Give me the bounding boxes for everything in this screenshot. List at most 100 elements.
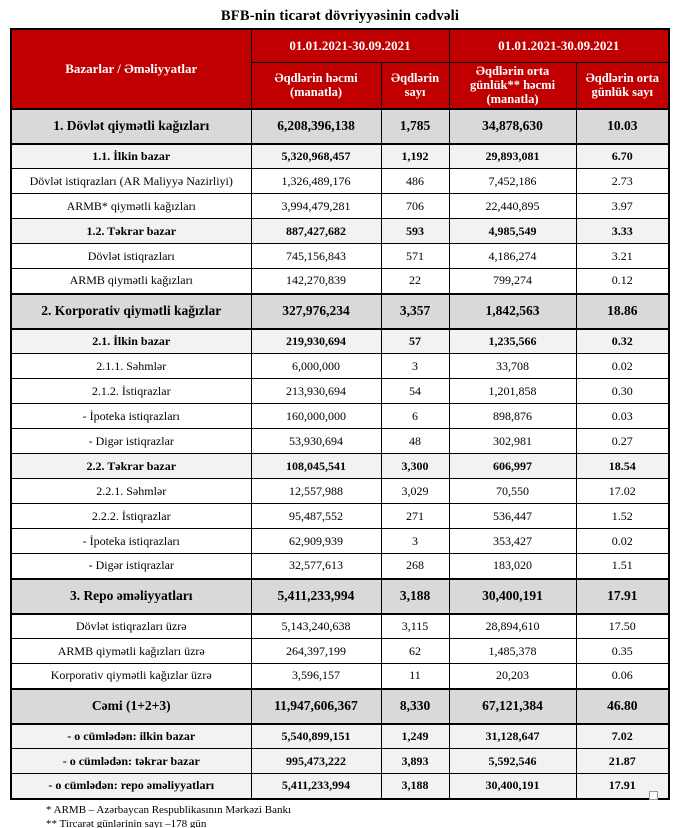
table-row: - o cümlədən: təkrar bazar 995,473,222 3,8…	[10, 748, 670, 775]
value-cell: 264,397,199	[250, 638, 382, 665]
value-cell: 745,156,843	[250, 243, 382, 270]
value-cell: 3.21	[575, 243, 670, 270]
table-row: - İpoteka istiqrazları 160,000,000 6 898,87…	[10, 403, 670, 430]
value-cell: 5,592,546	[448, 748, 577, 775]
value-cell: 30,400,191	[448, 577, 577, 615]
value-cell: 17.50	[575, 613, 670, 640]
table-row: - Digər istiqrazlar 32,577,613 268 183,020 1…	[10, 553, 670, 580]
value-cell: 3,893	[380, 748, 450, 775]
value-cell: 1,842,563	[448, 292, 577, 330]
value-cell: 1,485,378	[448, 638, 577, 665]
value-cell: 0.06	[575, 663, 670, 690]
value-cell: 593	[380, 218, 450, 245]
period-header-row: Bazarlar / Əməliyyatlar 01.01.2021-30.09…	[10, 28, 670, 110]
table-row: - İpoteka istiqrazları 62,909,939 3 353,427…	[10, 528, 670, 555]
value-cell: 0.02	[575, 528, 670, 555]
value-cell: 486	[380, 168, 450, 195]
value-cell: 327,976,234	[250, 292, 382, 330]
value-cell: 22	[380, 268, 450, 295]
value-cell: 3,994,479,281	[250, 193, 382, 220]
row-label-cell: - o cümlədən: repo əməliyyatları	[10, 773, 252, 800]
row-label-cell: 2. Korporativ qiymətli kağızlar	[10, 292, 252, 330]
value-cell: 5,320,968,457	[250, 143, 382, 170]
value-cell: 142,270,839	[250, 268, 382, 295]
row-label-cell: - o cümlədən: ilkin bazar	[10, 723, 252, 750]
value-cell: 0.35	[575, 638, 670, 665]
row-label-cell: Dövlət istiqrazları üzrə	[10, 613, 252, 640]
row-label-cell: ARMB* qiymətli kağızları	[10, 193, 252, 220]
value-cell: 0.30	[575, 378, 670, 405]
value-cell: 28,894,610	[448, 613, 577, 640]
table-row: Cəmi (1+2+3) 11,947,606,367 8,330 67,121,38…	[10, 687, 670, 725]
value-cell: 6,208,396,138	[250, 107, 382, 145]
value-cell: 0.32	[575, 328, 670, 355]
value-cell: 4,186,274	[448, 243, 577, 270]
value-cell: 67,121,384	[448, 687, 577, 725]
column-header-avg-count: Əqdlərin orta günlük sayı	[575, 61, 670, 110]
value-cell: 30,400,191	[448, 773, 577, 800]
value-cell: 32,577,613	[250, 553, 382, 580]
column-header-row: Əqdlərin həcmi (manatla) Əqdlərin sayı Ə…	[11, 61, 670, 110]
value-cell: 46.80	[575, 687, 670, 725]
value-cell: 70,550	[448, 478, 577, 505]
period-header-cell: 01.01.2021-30.09.2021	[250, 28, 450, 63]
value-cell: 31,128,647	[448, 723, 577, 750]
row-label-cell: ARMB qiymətli kağızları üzrə	[10, 638, 252, 665]
table-row: ARMB qiymətli kağızları üzrə 264,397,199 6…	[10, 638, 670, 665]
table-row: ARMB* qiymətli kağızları 3,994,479,281 706…	[10, 193, 670, 220]
value-cell: 3.97	[575, 193, 670, 220]
value-cell: 1.52	[575, 503, 670, 530]
value-cell: 33,708	[448, 353, 577, 380]
value-cell: 0.12	[575, 268, 670, 295]
row-label-cell: 2.1.1. Səhmlər	[10, 353, 252, 380]
value-cell: 1.51	[575, 553, 670, 580]
period-header-cell: 01.01.2021-30.09.2021	[448, 28, 670, 63]
table-row: 2. Korporativ qiymətli kağızlar 327,976,2…	[10, 292, 670, 330]
table-row: 2.1.2. İstiqrazlar 213,930,694 54 1,201,858…	[10, 378, 670, 405]
value-cell: 3	[380, 353, 450, 380]
row-label-cell: 1.2. Təkrar bazar	[10, 218, 252, 245]
row-label-cell: Dövlət istiqrazları (AR Maliyyə Nazirliy…	[10, 168, 252, 195]
value-cell: 183,020	[448, 553, 577, 580]
value-cell: 898,876	[448, 403, 577, 430]
value-cell: 62	[380, 638, 450, 665]
value-cell: 353,427	[448, 528, 577, 555]
row-label-cell: Korporativ qiymətli kağızlar üzrə	[10, 663, 252, 690]
value-cell: 536,447	[448, 503, 577, 530]
value-cell: 8,330	[380, 687, 450, 725]
table-row: Dövlət istiqrazları 745,156,843 571 4,186,2…	[10, 243, 670, 270]
table-row: Korporativ qiymətli kağızlar üzrə 3,596,1…	[10, 663, 670, 690]
value-cell: 20,203	[448, 663, 577, 690]
table-row: Dövlət istiqrazları (AR Maliyyə Nazirliy…	[10, 168, 670, 195]
row-label-cell: Cəmi (1+2+3)	[10, 687, 252, 725]
value-cell: 11	[380, 663, 450, 690]
row-label-cell: 2.1. İlkin bazar	[10, 328, 252, 355]
value-cell: 995,473,222	[250, 748, 382, 775]
value-cell: 271	[380, 503, 450, 530]
row-label-cell: - İpoteka istiqrazları	[10, 528, 252, 555]
value-cell: 22,440,895	[448, 193, 577, 220]
value-cell: 3,300	[380, 453, 450, 480]
value-cell: 54	[380, 378, 450, 405]
anchor-square-artifact	[649, 791, 658, 800]
footnote-armb: * ARMB – Azərbaycan Respublikasının Mərk…	[46, 803, 292, 816]
value-cell: 29,893,081	[448, 143, 577, 170]
value-cell: 11,947,606,367	[250, 687, 382, 725]
value-cell: 62,909,939	[250, 528, 382, 555]
value-cell: 302,981	[448, 428, 577, 455]
value-cell: 12,557,988	[250, 478, 382, 505]
value-cell: 5,540,899,151	[250, 723, 382, 750]
row-label-cell: 2.2. Təkrar bazar	[10, 453, 252, 480]
row-label-cell: 2.2.2. İstiqrazlar	[10, 503, 252, 530]
table-row: ARMB qiymətli kağızları 142,270,839 22 799,…	[10, 268, 670, 295]
table-row: 3. Repo əməliyyatları 5,411,233,994 3,188 3…	[10, 577, 670, 615]
table-row: 1.2. Təkrar bazar 887,427,682 593 4,985,549…	[10, 218, 670, 245]
value-cell: 1,192	[380, 143, 450, 170]
table-row: 1.1. İlkin bazar 5,320,968,457 1,192 29,893…	[10, 143, 670, 170]
table-header: Bazarlar / Əməliyyatlar 01.01.2021-30.09…	[10, 28, 670, 110]
value-cell: 887,427,682	[250, 218, 382, 245]
row-label-cell: - Digər istiqrazlar	[10, 428, 252, 455]
column-header-count: Əqdlərin sayı	[380, 61, 450, 110]
value-cell: 6	[380, 403, 450, 430]
